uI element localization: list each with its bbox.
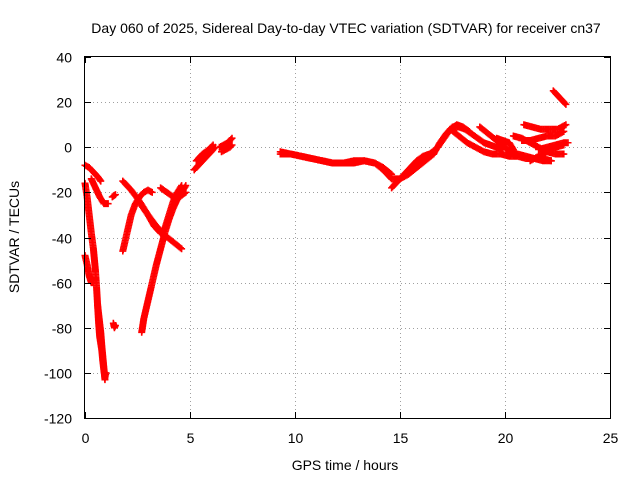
chart-title: Day 060 of 2025, Sidereal Day-to-day VTE… [91,20,601,36]
data-point [228,134,236,142]
series-7 [109,319,119,332]
y-tick-label: -40 [52,231,72,247]
data-point [209,141,217,149]
data-point [178,182,186,190]
data-point [111,321,119,329]
data-point [386,169,394,177]
data-point [564,139,572,147]
grid [85,57,610,418]
data-point [178,245,186,253]
series-14 [192,141,217,165]
series-28 [520,121,570,133]
x-tick-label: 10 [288,430,304,446]
data-marks [81,87,572,384]
axis-ticks: 0 5 10 15 20 25 -120 -100 -80 -60 -40 -20 0 20 40 [44,50,619,447]
y-tick-label: -80 [52,321,72,337]
data-point [228,141,236,149]
data-point [97,177,105,185]
x-tick-label: 25 [603,430,619,446]
data-point [176,244,184,252]
data-point [104,200,112,208]
data-point [465,127,473,135]
y-axis-label: SDTVAR / TECUs [6,181,22,293]
series-5 [94,301,109,384]
data-point [561,99,569,107]
data-point [227,142,235,150]
x-tick-label: 20 [498,430,514,446]
y-tick-label: 0 [64,140,72,156]
series-23 [476,123,513,156]
data-point [181,189,189,197]
series-31 [549,87,570,108]
y-tick-label: 40 [56,50,72,66]
data-point [111,191,119,199]
x-axis-label: GPS time / hours [292,457,399,473]
series-29 [518,127,568,144]
data-point [562,121,570,129]
x-tick-label: 5 [187,430,195,446]
data-point [560,127,568,135]
data-point [182,188,190,196]
data-point [388,170,396,178]
data-point [560,150,568,158]
series-16 [218,141,236,156]
data-point [547,157,555,165]
series-10 [138,182,190,336]
plot-frame [84,56,611,419]
y-tick-label: -60 [52,276,72,292]
data-point [101,376,109,384]
series-4 [87,175,112,208]
y-tick-label: 20 [56,95,72,111]
series-12 [157,184,190,201]
data-point [562,100,570,108]
series-21 [434,121,473,151]
series-6 [108,191,119,201]
data-point [89,279,97,287]
series-30 [535,139,572,154]
data-point [208,142,216,150]
data-point [227,135,235,143]
data-point [177,183,185,191]
x-tick-label: 0 [82,430,90,446]
data-point [464,127,472,135]
series-18 [276,148,396,178]
series-25 [505,148,555,165]
series-11 [138,182,186,237]
y-tick-label: -100 [44,366,72,382]
data-point [148,188,156,196]
y-tick-label: -120 [44,411,72,427]
x-tick-label: 15 [393,430,409,446]
y-tick-label: -20 [52,185,72,201]
